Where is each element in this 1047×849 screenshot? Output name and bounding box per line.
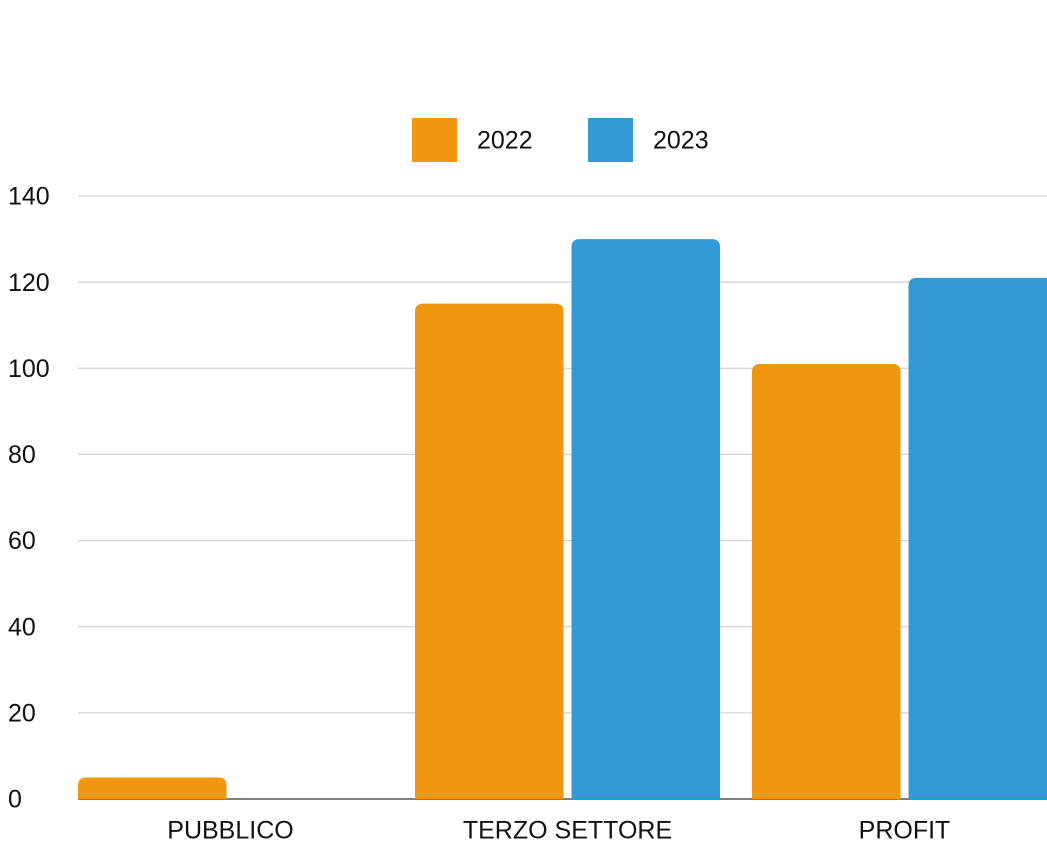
y-tick-label: 80 (8, 441, 36, 469)
bar (415, 303, 564, 799)
x-tick-label: PUBBLICO (167, 817, 293, 845)
y-tick-label: 40 (8, 613, 36, 641)
x-tick-label: PROFIT (859, 817, 951, 845)
legend-swatch (588, 118, 633, 162)
y-tick-label: 120 (8, 269, 50, 297)
y-tick-label: 0 (8, 786, 22, 814)
x-tick-label: TERZO SETTORE (463, 817, 672, 845)
bar (908, 277, 1047, 799)
y-tick-label: 140 (8, 183, 50, 211)
bar (571, 239, 720, 800)
legend-label: 2022 (477, 127, 533, 155)
y-tick-label: 100 (8, 355, 50, 383)
y-tick-label: 60 (8, 527, 36, 555)
bar (78, 777, 227, 799)
legend-label: 2023 (653, 127, 709, 155)
bar (752, 363, 901, 799)
legend-swatch (412, 118, 457, 162)
y-tick-label: 20 (8, 699, 36, 727)
